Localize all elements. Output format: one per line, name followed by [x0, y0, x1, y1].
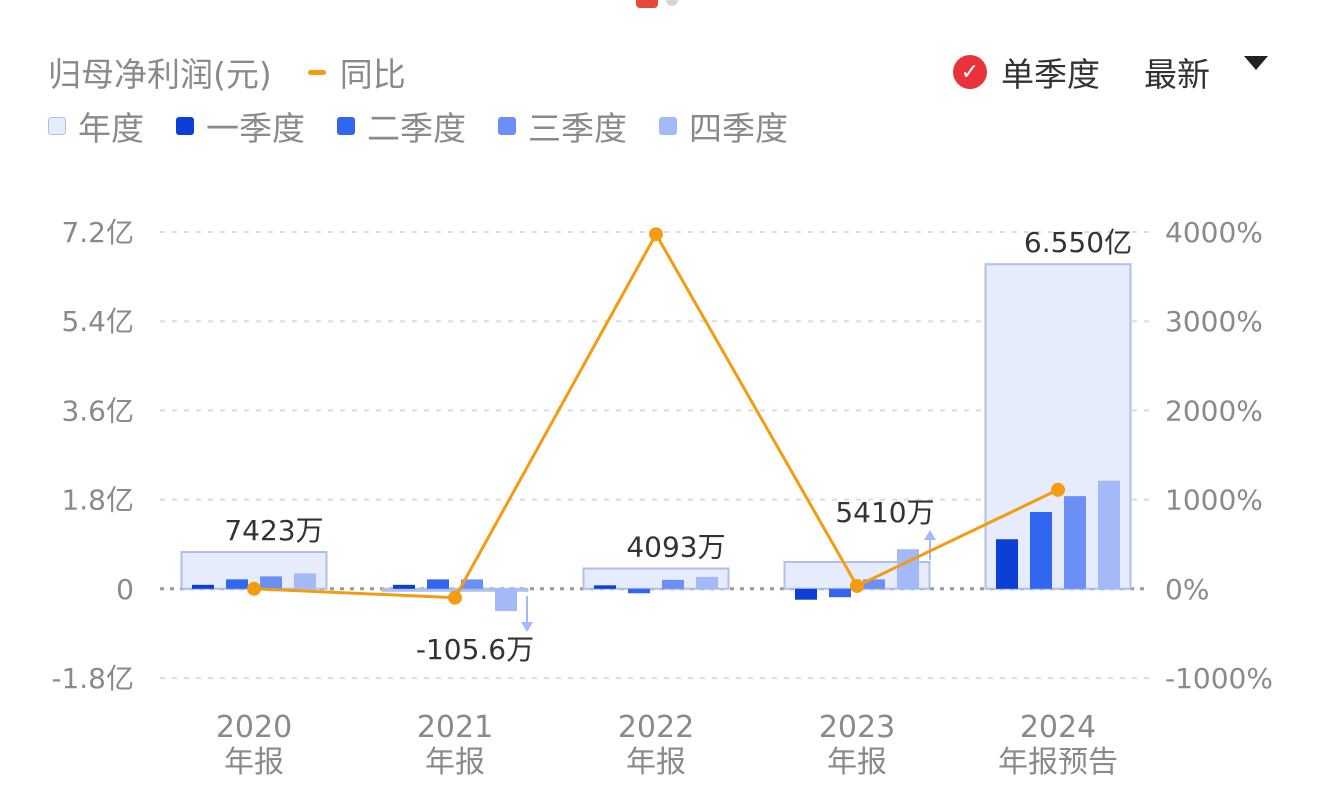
yoy-point[interactable] — [448, 590, 462, 605]
legend-swatch — [176, 117, 194, 135]
legend-item-q3[interactable]: 三季度 — [498, 102, 627, 150]
annual-value-label: 4093万 — [626, 531, 725, 564]
legend-swatch — [337, 117, 355, 135]
quarter-bar[interactable] — [594, 585, 616, 589]
annual-value-label: 7423万 — [224, 514, 323, 547]
quarter-bar[interactable] — [829, 588, 851, 598]
quarter-bar[interactable] — [393, 584, 415, 589]
trend-arrow-down-icon — [521, 622, 533, 632]
y-tick-right: -1000% — [1165, 662, 1273, 695]
legend-label: 二季度 — [367, 109, 466, 148]
quarter-bar[interactable] — [996, 539, 1018, 589]
quarter-bar[interactable] — [260, 576, 282, 589]
legend-label: 三季度 — [528, 109, 627, 148]
y-tick-left: 7.2亿 — [61, 216, 134, 249]
legend-label: 四季度 — [689, 109, 788, 148]
legend-label: 一季度 — [206, 109, 305, 148]
x-tick-period: 年报 — [626, 745, 686, 780]
x-tick-year: 2022 — [618, 710, 694, 745]
y-tick-right: 0% — [1165, 573, 1209, 606]
x-tick-period: 年报 — [425, 745, 485, 780]
y-tick-left: 1.8亿 — [61, 484, 134, 517]
yoy-legend-label: 同比 — [339, 55, 406, 94]
y-tick-right: 4000% — [1165, 216, 1263, 249]
quarter-bar[interactable] — [294, 573, 316, 589]
x-tick-year: 2020 — [216, 710, 292, 745]
annual-bar[interactable] — [582, 567, 730, 590]
yoy-line-swatch — [307, 69, 326, 75]
x-tick-period: 年报 — [827, 745, 887, 780]
check-icon[interactable]: ✓ — [953, 55, 987, 89]
quarter-bar[interactable] — [628, 588, 650, 594]
legend-item-q1[interactable]: 一季度 — [176, 102, 305, 150]
quarter-bar[interactable] — [192, 584, 214, 589]
annual-value-label: -105.6万 — [416, 633, 534, 666]
y-tick-left: 3.6亿 — [61, 394, 134, 427]
yoy-point[interactable] — [649, 227, 663, 242]
legend-item-q4[interactable]: 四季度 — [659, 102, 788, 150]
quarter-bar[interactable] — [897, 549, 919, 589]
x-tick-year: 2024 — [1020, 710, 1096, 745]
legend-item-q2[interactable]: 二季度 — [337, 102, 466, 150]
series-legend: 年度 一季度 二季度 三季度 四季度 — [48, 104, 820, 148]
y-tick-left: -1.8亿 — [51, 662, 134, 695]
yoy-point[interactable] — [247, 581, 261, 596]
annual-value-label: 6.550亿 — [1024, 226, 1132, 259]
annual-value-label: 5410万 — [835, 496, 934, 529]
quarter-bar[interactable] — [461, 579, 483, 589]
quarter-bar[interactable] — [1098, 480, 1120, 589]
quarter-bar[interactable] — [662, 579, 684, 589]
chart-controls: ✓ 单季度 最新 — [953, 50, 1268, 94]
carousel-indicator — [636, 0, 678, 8]
x-tick-year: 2021 — [417, 710, 493, 745]
legend-swatch — [498, 117, 516, 135]
x-tick-period: 年报预告 — [998, 745, 1118, 780]
quarter-bar[interactable] — [1064, 496, 1086, 589]
yoy-point[interactable] — [1051, 482, 1065, 497]
legend-swatch — [48, 117, 66, 135]
quarter-bar[interactable] — [696, 576, 718, 589]
carousel-dot-active[interactable] — [636, 0, 658, 8]
legend-swatch — [659, 117, 677, 135]
y-tick-right: 1000% — [1165, 484, 1263, 517]
yoy-point[interactable] — [850, 578, 864, 593]
carousel-dot[interactable] — [666, 0, 678, 6]
y-tick-right: 3000% — [1165, 305, 1263, 338]
x-tick-year: 2023 — [819, 710, 895, 745]
quarter-bar[interactable] — [863, 579, 885, 589]
dropdown-triangle-icon[interactable] — [1244, 56, 1268, 70]
legend-item-annual[interactable]: 年度 — [48, 102, 144, 150]
quarter-bar[interactable] — [495, 588, 517, 612]
trend-arrow-up-icon — [924, 530, 936, 540]
period-select-label[interactable]: 最新 — [1144, 55, 1210, 94]
y-tick-left: 0 — [116, 573, 134, 606]
quarter-bar[interactable] — [1030, 511, 1052, 589]
quarter-bar[interactable] — [427, 579, 449, 589]
y-tick-right: 2000% — [1165, 394, 1263, 427]
quarter-bar[interactable] — [226, 579, 248, 589]
metric-title: 归母净利润(元) — [48, 55, 272, 94]
x-tick-period: 年报 — [224, 745, 284, 780]
chart-header: 归母净利润(元) 同比 — [48, 50, 406, 94]
quarter-bar[interactable] — [795, 588, 817, 600]
single-quarter-toggle[interactable]: 单季度 — [1001, 55, 1100, 94]
y-tick-left: 5.4亿 — [61, 305, 134, 338]
legend-label: 年度 — [78, 109, 144, 148]
